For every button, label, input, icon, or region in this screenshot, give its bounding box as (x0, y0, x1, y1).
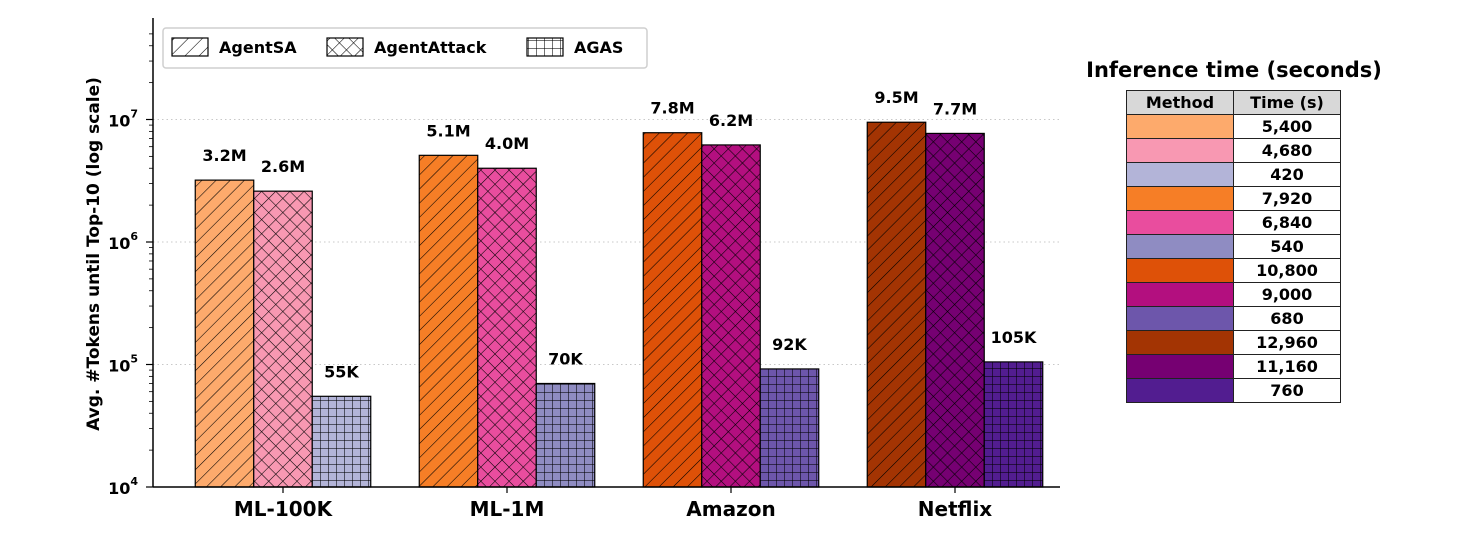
time-column-header: Time (s) (1233, 90, 1341, 115)
method-color-swatch (1126, 210, 1234, 235)
table-row: 680 (1126, 306, 1341, 331)
bar-value-labels: 3.2M 2.6M 55K 5.1M 4.0M 70K 7.8M 6.2M 92K 9.5M 7.7… (202, 88, 1037, 381)
table-row: 6,840 (1126, 210, 1341, 235)
table-row: 420 (1126, 162, 1341, 187)
x-tick-label: ML-1M (470, 497, 545, 521)
method-color-swatch (1126, 378, 1234, 403)
method-color-swatch (1126, 282, 1234, 307)
legend-frame (162, 27, 648, 69)
bar-hatch (194, 179, 255, 488)
legend: AgentSA AgentAttack AGAS (162, 27, 648, 69)
x-tick-label: ML-100K (234, 497, 334, 521)
table-header-row: Method Time (s) (1126, 90, 1341, 115)
y-tick-label: 104 (108, 475, 138, 498)
method-color-swatch (1126, 186, 1234, 211)
time-value: 10,800 (1233, 258, 1341, 283)
bar-hatch (418, 154, 479, 488)
inference-time-table: Method Time (s) 5,400 4,680 420 7,920 6,840 5… (1126, 90, 1341, 403)
bar-hatch (759, 368, 820, 488)
bar-value-label: 105K (991, 328, 1037, 347)
legend-label: AgentAttack (374, 38, 487, 57)
inference-table-title: Inference time (seconds) (1086, 58, 1382, 82)
bar-hatch (253, 190, 313, 488)
time-value: 4,680 (1233, 138, 1341, 163)
table-row: 12,960 (1126, 330, 1341, 355)
y-tick-labels: 104 105 106 107 (108, 33, 153, 498)
legend-label: AgentSA (219, 38, 297, 57)
bar-value-label: 4.0M (485, 134, 529, 153)
method-color-swatch (1126, 354, 1234, 379)
time-value: 680 (1233, 306, 1341, 331)
table-row: 4,680 (1126, 138, 1341, 163)
bar-value-label: 92K (772, 335, 807, 354)
bar-hatch (311, 395, 372, 488)
method-color-swatch (1126, 114, 1234, 139)
bar-hatch (983, 361, 1044, 488)
bar-hatch (642, 132, 703, 488)
bar-value-label: 5.1M (426, 121, 470, 140)
bar-chart: 3.2M 2.6M 55K 5.1M 4.0M 70K 7.8M 6.2M 92K 9.5M 7.7… (84, 18, 1060, 521)
legend-swatch-hatch (171, 37, 209, 57)
bar-value-label: 7.7M (933, 99, 977, 118)
bar-value-label: 9.5M (874, 88, 918, 107)
inference-time-panel: Inference time (seconds) Method Time (s)… (1066, 58, 1406, 403)
y-tick-label: 106 (108, 230, 138, 253)
bars (194, 121, 1044, 488)
table-row: 760 (1126, 378, 1341, 403)
y-tick-label: 105 (108, 353, 138, 376)
bar-hatch (477, 167, 537, 488)
bar-hatch (701, 144, 761, 488)
time-value: 12,960 (1233, 330, 1341, 355)
method-color-swatch (1126, 138, 1234, 163)
table-row: 11,160 (1126, 354, 1341, 379)
legend-swatch-hatch (326, 37, 364, 57)
method-color-swatch (1126, 234, 1234, 259)
method-color-swatch (1126, 162, 1234, 187)
bar-value-label: 2.6M (261, 157, 305, 176)
bar-value-label: 6.2M (709, 111, 753, 130)
bar-value-label: 55K (324, 362, 359, 381)
table-row: 540 (1126, 234, 1341, 259)
time-value: 7,920 (1233, 186, 1341, 211)
x-tick-label: Netflix (918, 497, 993, 521)
bar-value-label: 70K (548, 349, 583, 368)
bar-hatch (866, 121, 927, 488)
legend-label: AGAS (574, 38, 623, 57)
method-color-swatch (1126, 330, 1234, 355)
table-row: 5,400 (1126, 114, 1341, 139)
time-value: 5,400 (1233, 114, 1341, 139)
method-column-header: Method (1126, 90, 1234, 115)
time-value: 540 (1233, 234, 1341, 259)
bar-value-label: 3.2M (202, 146, 246, 165)
legend-swatch-hatch (526, 37, 564, 57)
bar-value-label: 7.8M (650, 99, 694, 118)
table-row: 10,800 (1126, 258, 1341, 283)
y-axis-title: Avg. #Tokens until Top-10 (log scale) (84, 77, 104, 431)
time-value: 9,000 (1233, 282, 1341, 307)
time-value: 6,840 (1233, 210, 1341, 235)
axes (152, 18, 1060, 488)
table-row: 9,000 (1126, 282, 1341, 307)
time-value: 760 (1233, 378, 1341, 403)
x-tick-labels: ML-100K ML-1M Amazon Netflix (234, 487, 992, 521)
time-value: 11,160 (1233, 354, 1341, 379)
table-row: 7,920 (1126, 186, 1341, 211)
y-tick-label: 107 (108, 108, 138, 131)
time-value: 420 (1233, 162, 1341, 187)
x-tick-label: Amazon (686, 497, 775, 521)
method-color-swatch (1126, 258, 1234, 283)
bar-hatch (925, 132, 985, 488)
bar-hatch (535, 382, 596, 488)
method-color-swatch (1126, 306, 1234, 331)
